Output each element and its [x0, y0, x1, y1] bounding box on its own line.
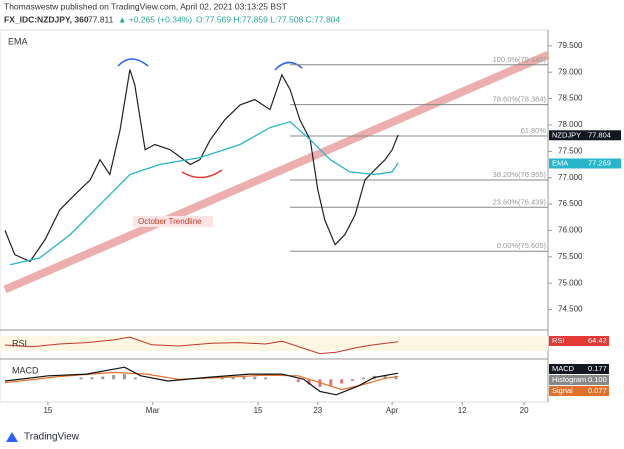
- price-tag: [549, 375, 609, 385]
- fib-label: 78.60%(78.384): [493, 95, 547, 104]
- x-tick-label: Apr: [386, 406, 399, 415]
- series-line: [4, 336, 399, 355]
- tag-value: 0.077: [588, 386, 607, 395]
- tag-value: 77.269: [588, 158, 611, 167]
- tag-name: Histogram: [552, 375, 586, 384]
- annotation: October Trendline: [138, 217, 202, 226]
- histogram-bar: [90, 377, 94, 380]
- arc: [274, 61, 303, 71]
- histogram-bar: [253, 376, 257, 380]
- price-tag: [549, 386, 609, 396]
- histogram-bar: [79, 377, 83, 380]
- y-tick-label: 75.500: [558, 252, 583, 261]
- tag-name: Signal: [552, 386, 573, 395]
- histogram-bar: [133, 377, 137, 380]
- tag-name: RSI: [552, 336, 565, 345]
- fib-label: 0.00%(75.605): [497, 241, 547, 250]
- symbol: FX_IDC:NZDJPY, 360: [4, 14, 89, 24]
- x-tick-label: Mar: [146, 406, 160, 415]
- tag-name: NZDJPY: [552, 130, 581, 139]
- price-tag: [549, 336, 609, 346]
- change: ▲ +0.265 (+0.34%): [118, 14, 192, 24]
- series-line: [4, 371, 399, 391]
- x-tick-label: 20: [520, 406, 529, 415]
- annotation-bg: [133, 216, 213, 227]
- x-tick-label: 15: [254, 406, 263, 415]
- tv-logo: [6, 432, 18, 442]
- histogram-bar: [242, 376, 246, 380]
- histogram-bar: [329, 379, 333, 386]
- last: 77.811: [88, 14, 114, 24]
- ohlc: O:77.569 H:77.859 L:77.508 C:77.804: [196, 14, 340, 24]
- series-line: [9, 121, 399, 266]
- series-line: [4, 69, 399, 263]
- fib-label: 100.0%(79.140): [493, 55, 547, 64]
- last-marker: [549, 158, 621, 169]
- tag-value: 77.804: [588, 130, 611, 139]
- histogram-bar: [307, 379, 311, 385]
- tag-name: EMA: [552, 158, 568, 167]
- brand: TradingView: [24, 432, 80, 443]
- histogram-bar: [264, 377, 268, 380]
- histogram-bar: [296, 379, 300, 383]
- series-line: [4, 366, 399, 396]
- y-tick-label: 76.500: [558, 199, 583, 208]
- publisher: Thomaswestw published on TradingView.com…: [4, 1, 287, 11]
- fib-label: 23.60%(76.439): [493, 197, 547, 206]
- x-tick-label: 23: [313, 406, 322, 415]
- y-tick-label: 75.000: [558, 278, 583, 287]
- histogram-bar: [394, 375, 398, 380]
- y-tick-label: 77.500: [558, 146, 583, 155]
- y-tick-label: 78.000: [558, 120, 583, 129]
- last-marker: [549, 130, 621, 141]
- tag-value: 0.177: [588, 364, 607, 373]
- rsi-band: [0, 336, 548, 351]
- price-tag: [549, 364, 609, 374]
- y-tick-label: 79.500: [558, 41, 583, 50]
- y-tick-label: 78.500: [558, 94, 583, 103]
- fib-label: 61.80%: [521, 126, 547, 135]
- histogram-bar: [122, 374, 126, 380]
- histogram-bar: [101, 376, 105, 380]
- histogram-bar: [351, 379, 355, 381]
- rsi-title: RSI: [12, 338, 27, 348]
- histogram-bar: [112, 375, 116, 380]
- y-tick-label: 77.000: [558, 173, 583, 182]
- histogram-bar: [361, 377, 365, 380]
- y-tick-label: 79.000: [558, 67, 583, 76]
- tag-value: 0.100: [588, 375, 607, 384]
- trendline: [3, 51, 550, 294]
- x-tick-label: 12: [458, 406, 467, 415]
- x-tick-label: 15: [43, 406, 52, 415]
- y-tick-label: 74.500: [558, 305, 583, 314]
- histogram-bar: [220, 377, 224, 380]
- tag-value: 64.42: [588, 336, 607, 345]
- histogram-bar: [231, 376, 235, 380]
- tag-name: MACD: [552, 364, 575, 373]
- indicator-name: EMA: [8, 36, 28, 46]
- fib-label: 38.20%(76.955): [493, 170, 547, 179]
- histogram-bar: [383, 375, 387, 380]
- arc: [117, 58, 149, 67]
- y-tick-label: 76.000: [558, 226, 583, 235]
- macd-title: MACD: [12, 365, 39, 375]
- histogram-bar: [340, 379, 344, 384]
- arc: [181, 169, 223, 179]
